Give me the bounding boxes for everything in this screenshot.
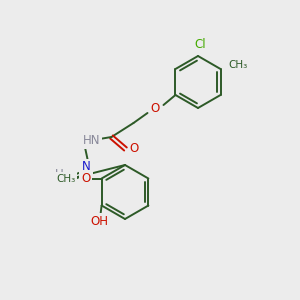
Text: N: N [82,160,91,173]
Text: OH: OH [91,215,109,228]
Text: Cl: Cl [194,38,206,52]
Text: CH₃: CH₃ [228,60,247,70]
Text: H: H [55,169,64,182]
Text: O: O [81,172,90,185]
Text: CH₃: CH₃ [56,173,75,184]
Text: HN: HN [83,134,100,148]
Text: O: O [130,142,139,155]
Text: O: O [151,103,160,116]
